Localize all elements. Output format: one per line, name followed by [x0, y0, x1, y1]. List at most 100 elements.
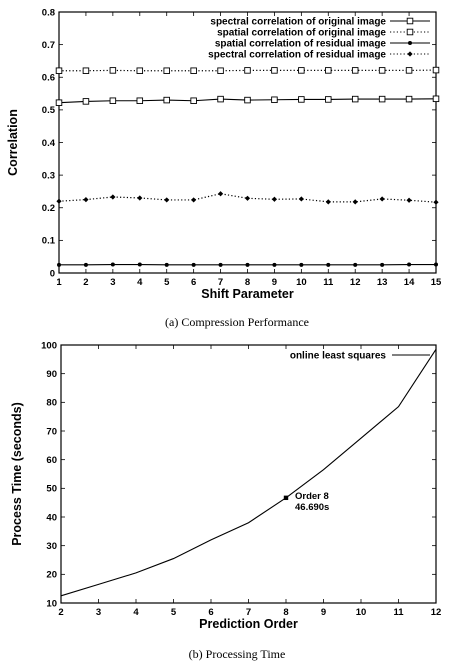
- plot-frame: [60, 344, 437, 604]
- legend-sample-marker: [406, 28, 414, 36]
- x-tick-label: 11: [323, 277, 334, 288]
- data-point-spatial-correlation-of-original-image: [378, 67, 386, 74]
- legend-label: spectral correlation of residual image: [208, 50, 386, 61]
- data-point-spectral-correlation-of-residual-image: [110, 194, 116, 200]
- data-point-spatial-correlation-of-residual-image: [353, 262, 358, 267]
- y-tick-label: 50: [46, 484, 57, 495]
- x-tick-label: 11: [393, 607, 404, 618]
- y-tick-label: 0.1: [42, 236, 56, 247]
- data-point-spatial-correlation-of-residual-image: [407, 262, 412, 267]
- y-axis-title: Correlation: [6, 109, 20, 176]
- x-tick-label: 13: [377, 277, 388, 288]
- y-tick-label: 0.2: [42, 203, 55, 214]
- y-tick-label: 30: [46, 541, 57, 552]
- x-tick-label: 14: [404, 277, 415, 288]
- y-tick-label: 40: [46, 512, 57, 523]
- x-tick-label: 12: [431, 607, 442, 618]
- y-tick-label: 0.7: [42, 40, 55, 51]
- x-tick-label: 6: [208, 607, 213, 618]
- data-point-spatial-correlation-of-original-image: [217, 67, 224, 74]
- data-point-spatial-correlation-of-original-image: [190, 67, 197, 74]
- data-point-spectral-correlation-of-original-image: [217, 95, 224, 103]
- y-tick-label: 10: [46, 598, 57, 609]
- data-point-spectral-correlation-of-residual-image: [191, 197, 197, 203]
- data-point-spectral-correlation-of-original-image: [325, 96, 332, 103]
- data-point-spectral-correlation-of-original-image: [351, 95, 359, 103]
- data-point-spectral-correlation-of-residual-image: [379, 196, 385, 202]
- data-point-spatial-correlation-of-original-image: [82, 67, 90, 74]
- data-point-spectral-correlation-of-residual-image: [433, 199, 439, 205]
- legend-label: spatial correlation of residual image: [215, 39, 387, 50]
- data-point-spectral-correlation-of-original-image: [163, 96, 170, 104]
- y-tick-label: 0.4: [42, 138, 56, 149]
- data-point-spatial-correlation-of-original-image: [244, 67, 251, 74]
- data-point-spectral-correlation-of-original-image: [271, 96, 278, 104]
- data-point-spectral-correlation-of-residual-image: [298, 196, 304, 202]
- x-tick-label: 4: [137, 277, 143, 288]
- data-point-spatial-correlation-of-residual-image: [245, 262, 250, 267]
- data-point-spatial-correlation-of-original-image: [298, 67, 305, 74]
- data-point-spectral-correlation-of-residual-image: [244, 195, 251, 201]
- legend-label: spatial correlation of original image: [217, 28, 386, 39]
- x-axis-title: Prediction Order: [199, 617, 298, 631]
- data-point-spectral-correlation-of-residual-image: [83, 196, 89, 203]
- data-point-spatial-correlation-of-original-image: [136, 67, 144, 74]
- data-point-spatial-correlation-of-original-image: [351, 67, 359, 74]
- data-point-spatial-correlation-of-residual-image: [57, 262, 61, 267]
- data-point-spatial-correlation-of-original-image: [271, 67, 278, 74]
- y-tick-label: 20: [46, 570, 57, 581]
- data-point-spectral-correlation-of-residual-image: [406, 197, 412, 203]
- data-point-spectral-correlation-of-residual-image: [352, 199, 358, 205]
- data-point-spatial-correlation-of-original-image: [432, 66, 440, 74]
- x-tick-label: 12: [350, 277, 361, 288]
- data-point-spectral-correlation-of-original-image: [82, 98, 90, 105]
- caption-compression-performance: (a) Compression Performance: [165, 315, 309, 329]
- x-axis-title: Shift Parameter: [201, 287, 294, 301]
- y-tick-label: 70: [46, 426, 57, 437]
- data-point-spectral-correlation-of-original-image: [432, 95, 440, 103]
- data-point-spectral-correlation-of-residual-image: [271, 196, 278, 202]
- x-tick-label: 5: [171, 607, 177, 618]
- chart-compression-performance: 00.10.20.30.40.50.60.70.81 2 3 4 5 6 7 8 9 10 11 12…: [6, 7, 442, 301]
- x-tick-label: 8: [283, 607, 288, 618]
- x-tick-label: 9: [321, 607, 326, 618]
- data-point-spatial-correlation-of-residual-image: [272, 262, 277, 267]
- data-point-spatial-correlation-of-residual-image: [299, 262, 304, 267]
- data-point-spectral-correlation-of-residual-image: [217, 191, 224, 197]
- x-tick-label: 3: [110, 277, 115, 288]
- data-point-spatial-correlation-of-original-image: [405, 67, 413, 74]
- data-point-spatial-correlation-of-residual-image: [191, 262, 196, 267]
- data-point-spatial-correlation-of-residual-image: [218, 262, 223, 267]
- data-point-spatial-correlation-of-original-image: [109, 67, 117, 74]
- chart-processing-time: 10 20 30 40 50 60 70 80 90 100 2 3 4 5 6 7 8 9 10 11 12 Predi…: [10, 340, 441, 631]
- x-tick-label: 9: [272, 277, 277, 288]
- data-point-spatial-correlation-of-residual-image: [110, 262, 115, 267]
- y-tick-label: 0.6: [42, 73, 55, 84]
- x-tick-label: 6: [191, 277, 196, 288]
- data-point-spectral-correlation-of-residual-image: [164, 197, 170, 203]
- x-tick-label: 2: [58, 607, 63, 618]
- data-point-spectral-correlation-of-original-image: [190, 97, 197, 104]
- y-tick-label: 80: [46, 398, 57, 409]
- y-tick-label: 0.8: [42, 7, 55, 18]
- data-point-spatial-correlation-of-residual-image: [380, 262, 385, 267]
- data-point-spatial-correlation-of-residual-image: [326, 262, 331, 267]
- series-line-online-least-squares: [60, 348, 437, 597]
- x-tick-label: 1: [56, 277, 62, 288]
- x-tick-label: 4: [133, 607, 139, 618]
- data-point-spatial-correlation-of-original-image: [55, 67, 63, 74]
- data-point-spectral-correlation-of-residual-image: [56, 198, 62, 204]
- data-point-spectral-correlation-of-original-image: [378, 95, 386, 103]
- legend-label: spectral correlation of original image: [210, 17, 386, 28]
- annotation-marker: [283, 495, 289, 501]
- x-tick-label: 15: [431, 277, 442, 288]
- data-point-spectral-correlation-of-original-image: [136, 97, 144, 104]
- data-point-spectral-correlation-of-original-image: [55, 99, 63, 106]
- y-axis-title: Process Time (seconds): [10, 402, 24, 546]
- annotation-label: Order 8: [295, 491, 329, 502]
- x-tick-label: 10: [356, 607, 367, 618]
- x-tick-label: 8: [245, 277, 250, 288]
- y-tick-label: 0: [50, 268, 55, 279]
- data-point-spectral-correlation-of-residual-image: [325, 199, 331, 205]
